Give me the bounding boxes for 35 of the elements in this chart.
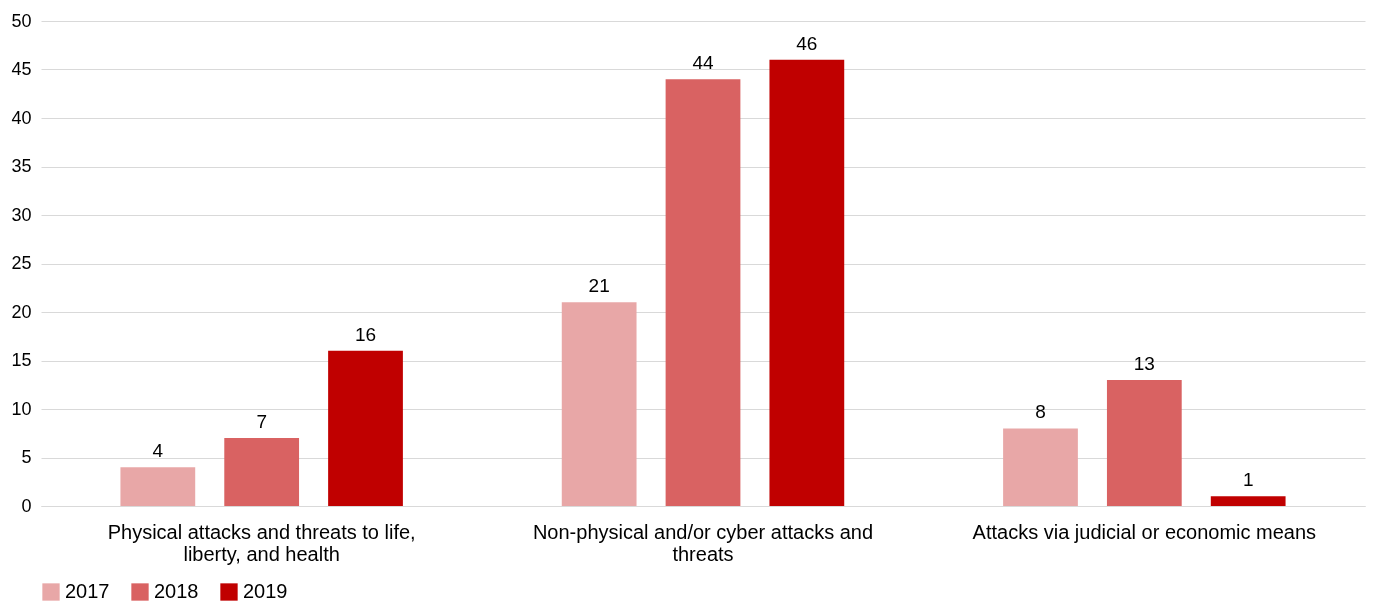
data-label: 16 bbox=[354, 323, 377, 345]
legend-label: 2018 bbox=[154, 580, 199, 602]
bar bbox=[665, 79, 741, 506]
bar bbox=[328, 350, 403, 506]
data-label: 1 bbox=[1242, 469, 1254, 491]
data-label: 46 bbox=[796, 32, 818, 54]
y-tick-label: 30 bbox=[11, 204, 32, 225]
x-tick-label: Attacks via judicial or economic means bbox=[972, 520, 1317, 543]
y-tick-label: 50 bbox=[11, 10, 32, 31]
x-tick-label: Physical attacks and threats to life, liberty, and health bbox=[107, 520, 416, 565]
y-tick-label: 40 bbox=[11, 107, 32, 128]
data-label: 44 bbox=[692, 52, 714, 74]
data-label: 21 bbox=[588, 275, 610, 297]
y-tick-label: 25 bbox=[11, 253, 32, 273]
data-label: 4 bbox=[152, 440, 164, 462]
bar bbox=[1210, 496, 1286, 506]
data-label: 8 bbox=[1035, 401, 1046, 423]
bar bbox=[769, 59, 845, 506]
y-tick-label: 15 bbox=[11, 350, 32, 370]
bar bbox=[561, 302, 637, 506]
bar bbox=[120, 467, 196, 506]
legend-label: 2017 bbox=[65, 580, 110, 602]
x-tick-label: Non-physical and/or cyber attacks and threats bbox=[532, 520, 874, 565]
y-tick-label: 10 bbox=[11, 398, 32, 419]
bar bbox=[224, 438, 300, 506]
y-tick-label: 0 bbox=[21, 495, 32, 516]
y-tick-label: 20 bbox=[11, 301, 32, 322]
data-label: 7 bbox=[256, 411, 267, 433]
bar bbox=[1003, 428, 1078, 506]
legend-label: 2019 bbox=[243, 580, 288, 602]
data-label: 13 bbox=[1133, 352, 1155, 374]
y-tick-label: 35 bbox=[11, 156, 32, 176]
y-tick-label: 5 bbox=[21, 447, 32, 467]
y-tick-label: 45 bbox=[11, 59, 32, 79]
bar bbox=[1106, 379, 1182, 506]
